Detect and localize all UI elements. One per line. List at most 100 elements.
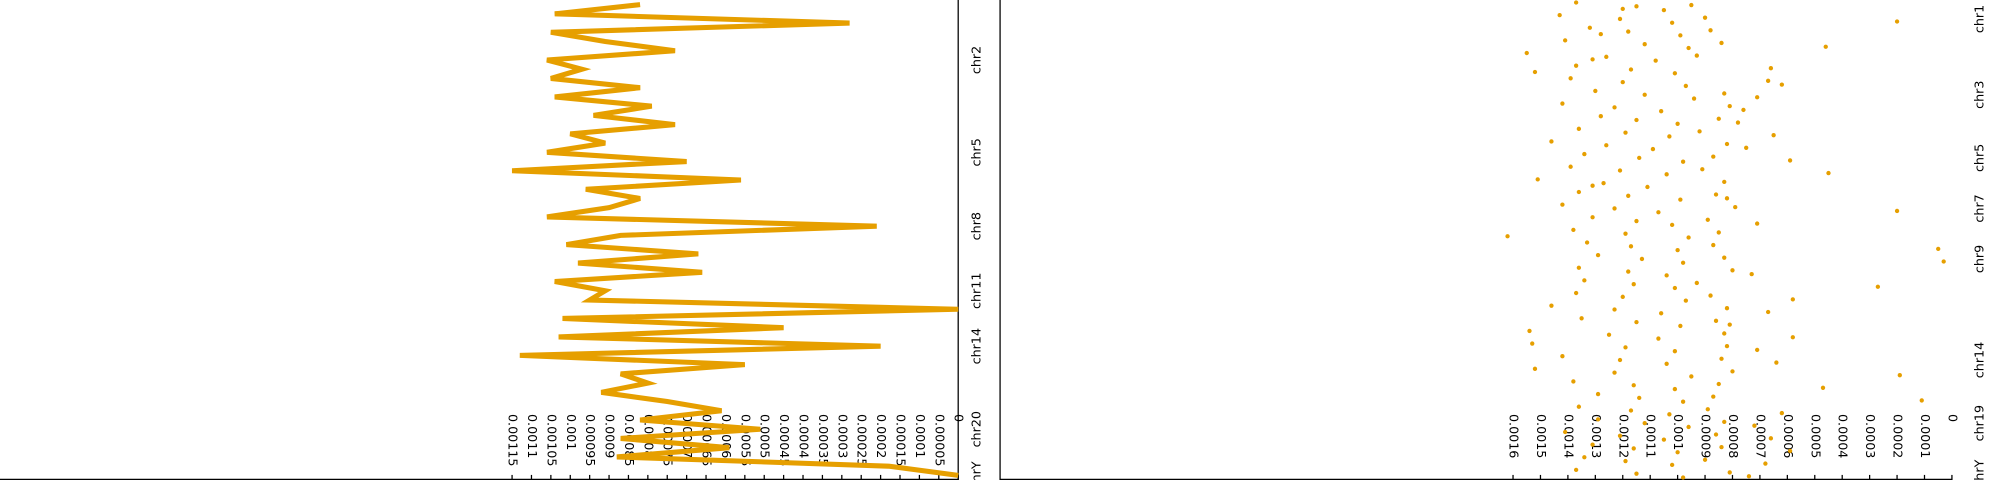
data-point [1667, 134, 1672, 139]
data-point [1702, 15, 1708, 20]
x-tick-label: 0.0016 [1507, 414, 1522, 458]
data-point [1716, 116, 1721, 121]
data-point [1697, 129, 1702, 134]
x-tick-label: 0.0002 [1891, 414, 1906, 458]
data-point [1823, 44, 1828, 49]
data-point [1669, 462, 1675, 468]
data-point [1634, 471, 1639, 476]
x-tick-label: 0.0006 [719, 414, 734, 458]
data-point [1711, 154, 1716, 159]
x-tick-label: 0.0005 [758, 414, 773, 458]
x-tick-label: 0.0012 [1616, 414, 1631, 458]
x-tick-label: 0.0004 [1836, 414, 1851, 458]
data-point [1642, 92, 1647, 97]
data-point [1661, 7, 1667, 13]
data-point [1919, 398, 1924, 403]
data-point [1573, 0, 1579, 5]
data-point [1634, 4, 1639, 9]
x-tick-label: 0.0002 [874, 414, 889, 458]
x-tick-label: 0.0004 [797, 414, 812, 458]
data-point [1617, 433, 1623, 438]
data-point [1623, 130, 1628, 135]
x-tick-label: 0.0008 [1726, 414, 1741, 458]
data-point [1746, 474, 1752, 479]
x-tick-label: 0.0011 [1644, 414, 1659, 458]
data-point [1535, 177, 1540, 182]
data-point [1669, 20, 1675, 25]
data-point [1595, 417, 1601, 422]
x-tick-label: 0.0005 [1808, 414, 1823, 458]
data-point [1557, 12, 1562, 18]
data-point [1755, 95, 1760, 100]
data-point [1527, 328, 1532, 334]
data-point [1631, 446, 1636, 451]
data-point [1680, 260, 1686, 265]
x-tick-label: 0.0009 [603, 414, 618, 458]
data-point [1790, 297, 1795, 302]
data-point [1612, 307, 1617, 312]
data-point [1691, 96, 1697, 101]
data-point [1713, 318, 1719, 323]
data-point [1530, 341, 1535, 346]
data-point [1678, 323, 1683, 329]
data-point [1722, 91, 1727, 96]
data-point [1576, 265, 1582, 270]
data-point [1584, 240, 1590, 245]
data-point [1634, 218, 1639, 224]
data-point [1787, 448, 1793, 454]
data-point [1634, 319, 1639, 325]
x-tick-label: 0.001 [1671, 414, 1686, 450]
data-point [1642, 42, 1647, 47]
data-point [1598, 114, 1603, 119]
data-point [1894, 208, 1900, 214]
x-tick-label: 0.00005 [932, 414, 947, 466]
y-tick-label: chr1 [1971, 5, 1986, 33]
data-point [1598, 31, 1603, 37]
data-point [1612, 206, 1617, 211]
data-point [1593, 88, 1598, 94]
data-point [1606, 332, 1612, 337]
data-point [1562, 429, 1568, 435]
data-point [1897, 373, 1902, 378]
y-tick-label: chr14 [1971, 342, 1986, 378]
data-point [1560, 354, 1565, 359]
data-point [1713, 192, 1719, 197]
data-point [1568, 164, 1573, 169]
data-point [1787, 158, 1793, 163]
data-point [1711, 394, 1716, 399]
y-tick-label: chr3 [1971, 81, 1986, 109]
y-tick-label: chr9 [1971, 245, 1986, 273]
data-point [1771, 133, 1776, 138]
x-tick-label: 0 [952, 414, 967, 422]
data-point [1894, 19, 1900, 24]
data-point [1779, 410, 1785, 416]
data-point [1700, 167, 1705, 172]
data-point [1705, 217, 1710, 222]
data-point [1560, 101, 1565, 106]
data-point [1623, 458, 1628, 464]
y-tick-label: chrY [969, 461, 984, 480]
x-tick-label: 0.0003 [1863, 414, 1878, 458]
data-point [1724, 196, 1730, 201]
data-point [1708, 293, 1713, 298]
data-point [1656, 336, 1661, 341]
data-point [1637, 155, 1642, 161]
data-point [1576, 189, 1582, 195]
data-point [1730, 268, 1735, 273]
data-point [1755, 347, 1760, 353]
data-point [1639, 256, 1645, 262]
data-point [1716, 381, 1721, 387]
data-point [1576, 404, 1582, 409]
data-point [1724, 141, 1730, 147]
x-tick-label: 0.0007 [1753, 414, 1768, 458]
y-tick-label: chr19 [1971, 405, 1986, 441]
data-point [1587, 25, 1592, 30]
data-point [1626, 29, 1631, 34]
data-point [1595, 252, 1601, 258]
data-point [1626, 269, 1631, 274]
x-tick-label: 0.0013 [1589, 414, 1604, 458]
data-point [1672, 349, 1678, 354]
data-point [1694, 53, 1699, 58]
data-point [1590, 57, 1595, 62]
